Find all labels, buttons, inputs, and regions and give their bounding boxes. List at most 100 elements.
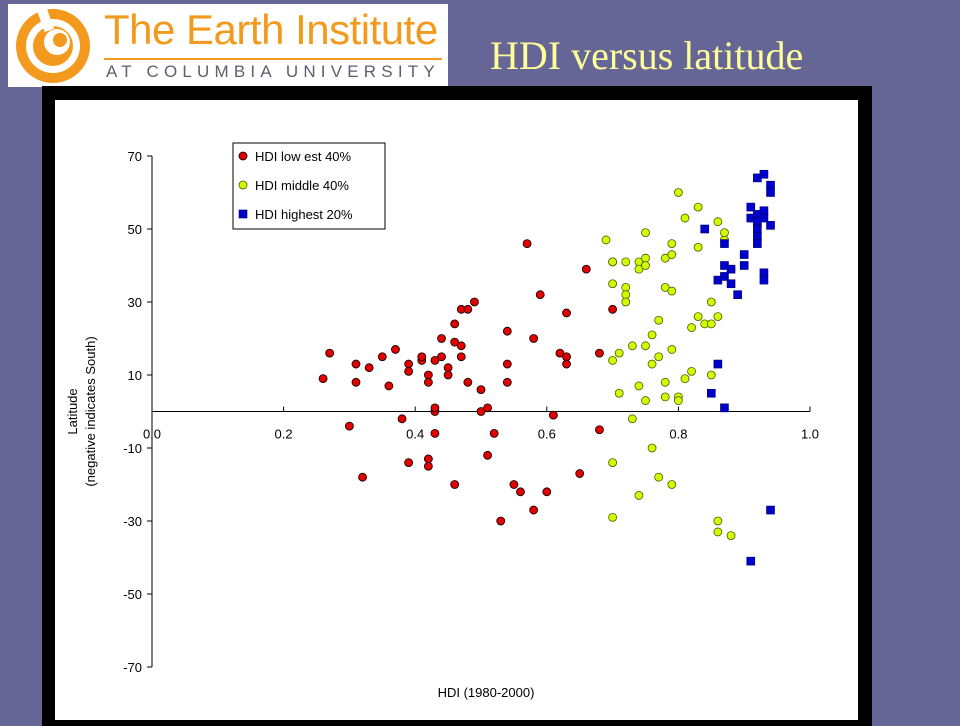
data-point-highest xyxy=(720,239,729,248)
data-point-low xyxy=(351,377,361,387)
data-point-highest xyxy=(720,403,729,413)
y-tick-label: 10 xyxy=(128,368,142,383)
slide-title: HDI versus latitude xyxy=(490,33,804,78)
data-point-middle xyxy=(608,257,617,267)
data-point-low xyxy=(595,348,604,358)
data-point-middle xyxy=(641,261,650,270)
data-point-low xyxy=(358,472,367,482)
data-point-low xyxy=(450,319,460,329)
data-point-middle xyxy=(654,352,664,362)
data-point-low xyxy=(391,345,400,354)
data-point-low xyxy=(437,334,446,343)
data-point-low xyxy=(377,352,387,362)
data-point-highest xyxy=(733,290,742,299)
data-point-highest xyxy=(739,250,749,259)
data-point-low xyxy=(529,505,539,515)
earth-institute-logo: The Earth Institute AT COLUMBIA UNIVERSI… xyxy=(8,4,448,87)
data-point-low xyxy=(502,359,512,369)
data-point-low xyxy=(450,480,460,489)
logo-sub-text: AT COLUMBIA UNIVERSITY xyxy=(106,62,440,81)
data-point-middle xyxy=(627,341,637,351)
data-point-highest xyxy=(759,169,769,179)
data-point-middle xyxy=(601,235,611,245)
data-point-middle xyxy=(713,516,723,526)
chart-panel: 70 50 30 10 -10 -30 -50 -70 0.0 0.2 0.4 0.6 0.8 1.0 HD… xyxy=(55,100,858,720)
data-point-middle xyxy=(660,392,670,402)
data-point-highest xyxy=(753,232,762,241)
y-tick-label: -50 xyxy=(123,587,142,602)
data-point-low xyxy=(344,421,354,431)
data-point-highest xyxy=(720,272,729,281)
data-point-highest xyxy=(713,359,723,369)
data-point-middle xyxy=(647,359,657,369)
data-point-middle xyxy=(660,282,670,292)
data-point-middle xyxy=(627,414,637,424)
data-point-middle xyxy=(660,253,670,263)
data-point-low xyxy=(562,359,571,369)
data-point-middle xyxy=(621,257,631,267)
data-point-low xyxy=(430,403,440,413)
data-point-middle xyxy=(674,396,683,405)
data-point-middle xyxy=(608,512,617,522)
data-point-low xyxy=(542,487,552,497)
data-point-middle xyxy=(621,290,631,300)
data-point-low xyxy=(423,454,433,464)
data-point-low xyxy=(384,381,394,391)
data-point-middle xyxy=(621,297,631,307)
data-point-middle xyxy=(693,242,703,252)
data-point-middle xyxy=(713,312,723,322)
data-point-middle xyxy=(654,472,664,482)
data-point-middle xyxy=(667,286,677,296)
data-point-low xyxy=(595,425,604,435)
data-point-low xyxy=(423,370,433,380)
legend-marker-highest xyxy=(238,209,248,219)
data-point-highest xyxy=(766,505,775,515)
data-point-low xyxy=(581,264,591,274)
logo-main-text: The Earth Institute xyxy=(104,6,438,53)
data-point-middle xyxy=(608,355,617,365)
data-point-middle xyxy=(726,531,736,541)
data-point-highest xyxy=(746,556,756,566)
data-point-middle xyxy=(713,527,723,537)
data-point-low xyxy=(483,450,492,460)
data-point-low xyxy=(404,359,414,369)
data-point-low xyxy=(456,341,466,351)
data-point-low xyxy=(423,377,433,387)
data-point-middle xyxy=(713,217,723,227)
data-point-highest xyxy=(753,224,762,234)
y-tick-label: -30 xyxy=(123,514,142,529)
data-point-middle xyxy=(674,188,683,197)
data-point-middle xyxy=(647,330,657,340)
data-point-low xyxy=(351,359,361,369)
data-point-low xyxy=(437,352,446,362)
data-point-low xyxy=(496,516,506,526)
data-point-middle xyxy=(608,279,617,289)
data-point-low xyxy=(430,428,440,438)
data-point-low xyxy=(430,355,440,365)
y-axis-label: Latitude xyxy=(65,388,80,434)
legend-marker-low xyxy=(238,151,248,161)
data-point-highest xyxy=(739,261,749,270)
data-point-low xyxy=(529,334,539,343)
data-point-middle xyxy=(608,458,617,468)
x-tick-label: 1.0 xyxy=(801,427,819,442)
data-point-middle xyxy=(634,381,644,391)
data-point-low xyxy=(562,352,571,362)
data-point-low xyxy=(318,374,328,384)
data-point-low xyxy=(443,370,453,380)
data-point-middle xyxy=(706,297,716,307)
data-point-middle xyxy=(706,370,716,380)
x-tick-label: 0.4 xyxy=(406,427,424,442)
data-point-low xyxy=(476,407,486,416)
data-point-middle xyxy=(641,253,650,263)
data-point-low xyxy=(502,326,512,336)
data-point-highest xyxy=(759,206,769,216)
data-point-low xyxy=(404,458,414,468)
y-tick-label: 30 xyxy=(128,295,142,310)
data-point-low xyxy=(535,290,545,300)
data-point-low xyxy=(364,363,374,373)
data-point-low xyxy=(483,403,492,413)
data-point-middle xyxy=(641,341,650,351)
swirl-logo-icon xyxy=(16,7,90,83)
data-point-middle xyxy=(634,491,644,500)
